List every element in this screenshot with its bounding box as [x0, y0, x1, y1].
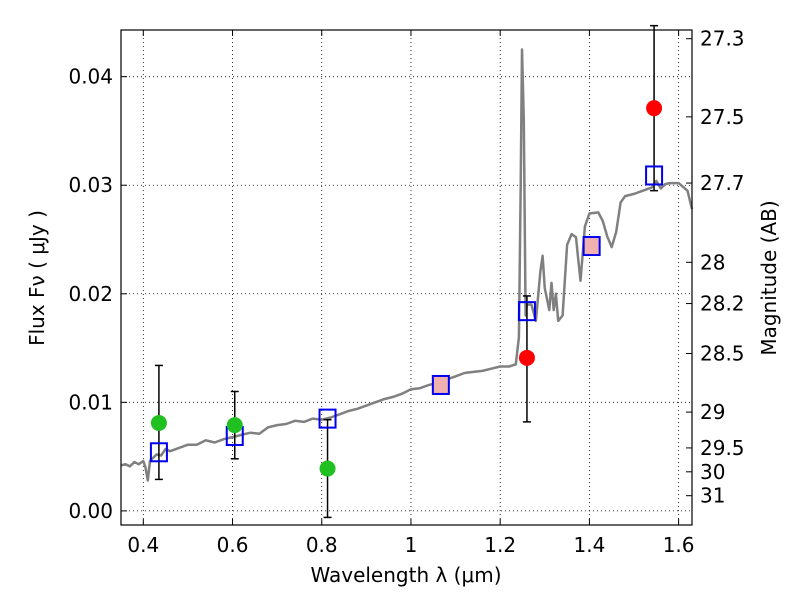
mag-tick-label: 29.5 [700, 436, 745, 460]
mag-tick-label: 30 [700, 460, 725, 484]
mag-tick-label: 31 [700, 484, 725, 508]
mag-tick-label: 28 [700, 250, 725, 274]
model-box-marker [149, 442, 168, 463]
x-tick-label: 1.4 [573, 533, 605, 557]
mag-tick-label: 27.3 [700, 27, 745, 51]
red-data-point [518, 349, 535, 366]
mag-tick-label: 27.7 [700, 171, 745, 195]
x-tick-label: 1.2 [484, 533, 516, 557]
y-tick-label: 0.00 [68, 499, 113, 523]
green-data-point [150, 414, 167, 431]
y-axis-right-label: Magnitude (AB) [757, 200, 781, 355]
model-box-marker [517, 301, 536, 322]
axes-layer: 0.4 0.6 0.8 1 1.2 1.4 1.6 0.00 0.01 0.02 0.03 0.04 2… [68, 27, 744, 557]
y-tick-label: 0.04 [68, 65, 113, 89]
y-tick-label: 0.03 [68, 173, 113, 197]
x-tick-label: 1 [405, 533, 418, 557]
mag-tick-label: 29 [700, 400, 725, 424]
mag-tick-label: 27.5 [700, 105, 745, 129]
y-axis-label: Flux Fν ( μJy ) [25, 210, 49, 346]
model-box-marker [645, 165, 664, 186]
x-tick-label: 0.6 [217, 533, 249, 557]
x-axis-label: Wavelength λ (μm) [310, 563, 501, 587]
y-tick-label: 0.02 [68, 282, 113, 306]
mag-tick-label: 28.2 [700, 292, 745, 316]
series-layer [120, 24, 694, 519]
model-box-marker [582, 236, 601, 257]
x-tick-label: 1.6 [663, 533, 695, 557]
y-tick-label: 0.01 [68, 390, 113, 414]
model-spectrum-line [120, 48, 694, 482]
model-box-marker [318, 408, 337, 429]
mag-tick-label: 28.5 [700, 341, 745, 365]
model-box-marker [431, 374, 450, 395]
green-data-point [319, 460, 336, 477]
plot-frame [120, 29, 693, 526]
x-tick-label: 0.4 [127, 533, 159, 557]
green-data-point [226, 417, 243, 434]
x-tick-label: 0.8 [306, 533, 338, 557]
grid-layer [121, 30, 692, 525]
red-data-point [646, 100, 663, 117]
